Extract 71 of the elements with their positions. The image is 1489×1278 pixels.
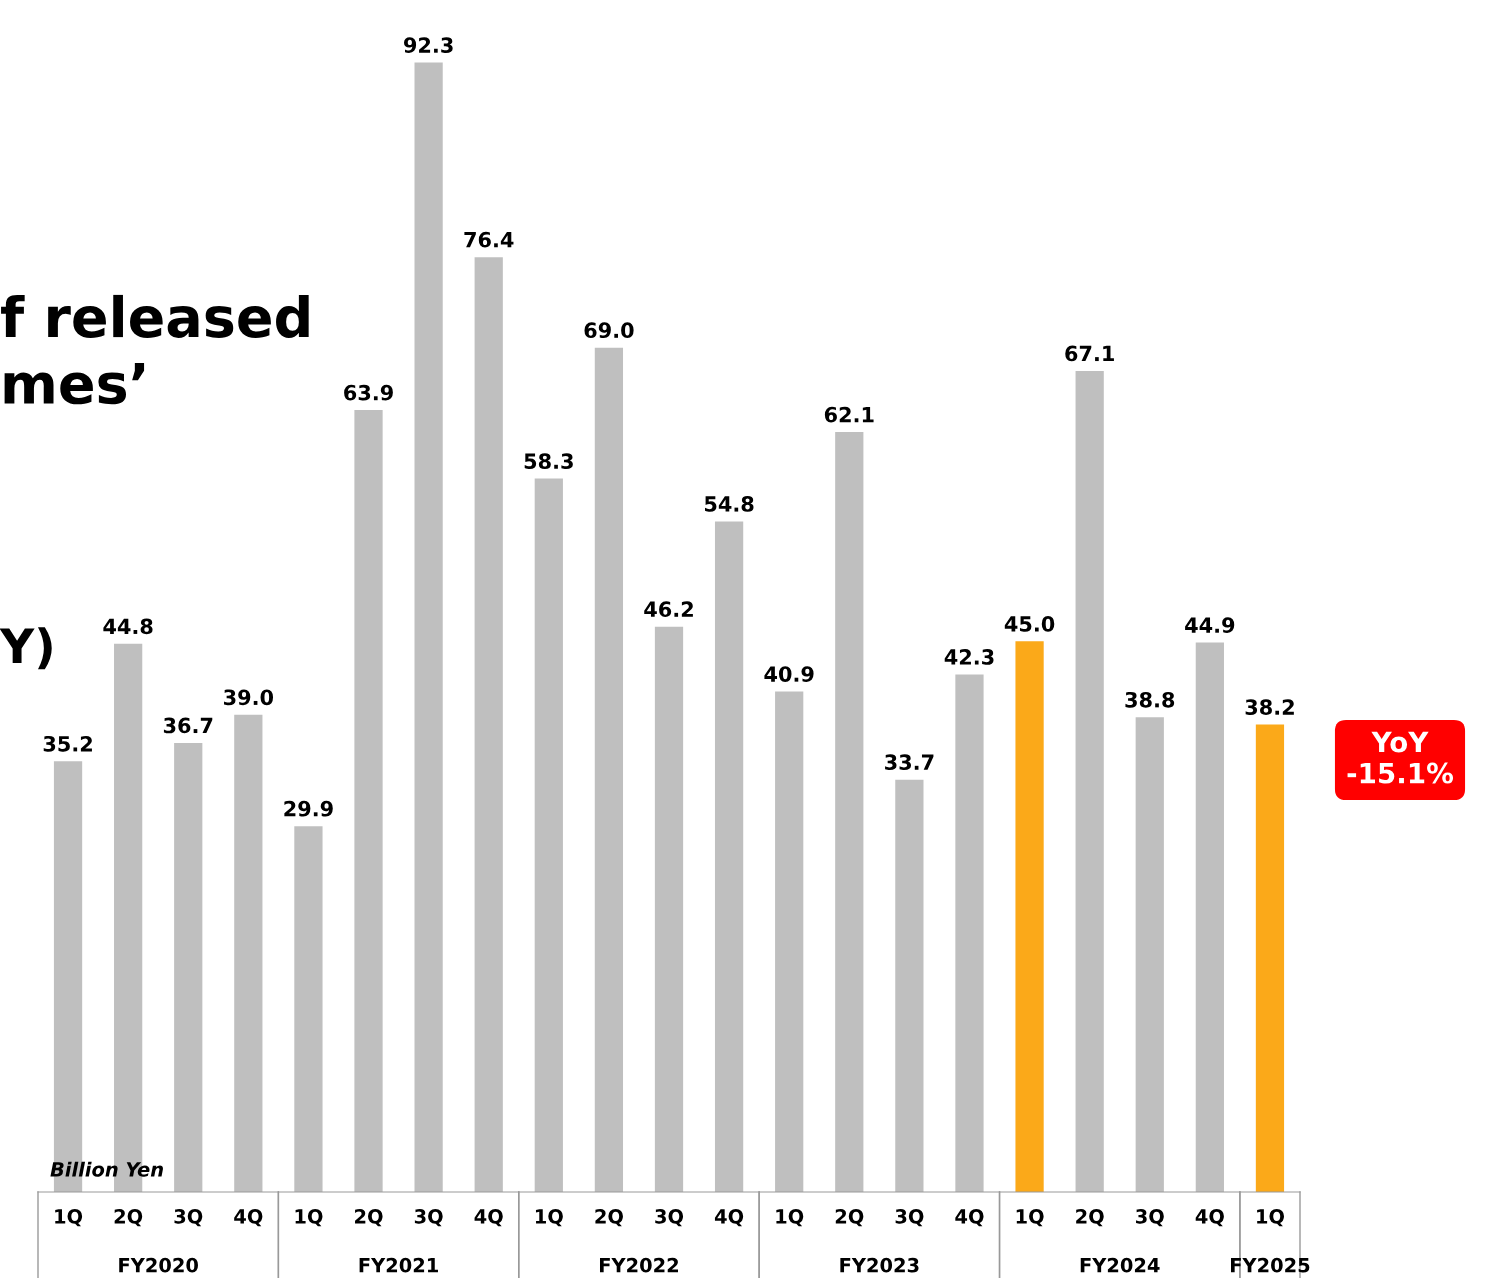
x-tick-label: 2Q	[1076, 1209, 1104, 1227]
text: FY2021	[359, 1257, 438, 1273]
annotation: Billion Yen	[50, 1161, 163, 1177]
bar	[835, 432, 864, 1192]
data-label: 45.0	[1004, 616, 1055, 632]
x-tick-label: 4Q	[234, 1209, 263, 1227]
x-tick-label: 3Q	[1136, 1209, 1164, 1227]
text: FY2025	[1231, 1257, 1310, 1273]
x-tick-label: 2Q	[355, 1209, 383, 1227]
data-label: 36.7	[163, 717, 213, 734]
data-label: 44.9	[1185, 617, 1235, 633]
text: FY2023	[840, 1257, 919, 1273]
annotation: Y)	[0, 627, 52, 670]
text: FY2022	[600, 1257, 678, 1273]
data-label: 67.1	[1065, 345, 1114, 362]
data-label: 62.1	[824, 406, 874, 423]
text: FY2024	[1080, 1257, 1160, 1273]
x-tick-label: 1Q	[295, 1209, 323, 1227]
text: YoY -15.1%	[1347, 731, 1454, 784]
bar	[895, 779, 924, 1192]
x-tick-label: 4Q	[474, 1209, 503, 1227]
bar	[1015, 641, 1044, 1192]
bar	[1195, 642, 1224, 1192]
bar	[414, 62, 443, 1192]
data-label: 33.7	[885, 754, 934, 771]
x-tick-label: 4Q	[955, 1209, 984, 1227]
x-tick-label: 4Q	[714, 1209, 744, 1227]
data-label: 92.3	[404, 37, 453, 53]
bar	[354, 410, 383, 1192]
x-tick-label: 3Q	[895, 1209, 924, 1227]
x-tick-label: 1Q	[1016, 1209, 1044, 1227]
data-label: 38.8	[1125, 691, 1175, 708]
data-label: 63.9	[344, 384, 393, 401]
data-label: 39.0	[224, 689, 274, 706]
data-label: 69.0	[584, 322, 634, 339]
bar	[534, 478, 563, 1192]
x-tick-label: 3Q	[414, 1209, 443, 1227]
bar	[174, 742, 203, 1192]
bar	[234, 714, 263, 1192]
data-label: 29.9	[284, 800, 333, 817]
x-tick-label: 2Q	[835, 1209, 864, 1227]
data-label: 38.2	[1245, 699, 1294, 715]
data-label: 46.2	[644, 601, 693, 618]
annotation: f released mes’	[1, 294, 309, 405]
bar	[474, 257, 503, 1192]
data-label: 40.9	[764, 666, 814, 682]
x-tick-label: 1Q	[776, 1209, 804, 1227]
x-tick-label: 1Q	[535, 1209, 563, 1227]
bar	[1075, 370, 1104, 1192]
bar	[775, 691, 804, 1192]
bar	[654, 626, 684, 1192]
data-label: 42.3	[944, 649, 994, 665]
bar	[294, 826, 323, 1192]
bar	[1255, 724, 1285, 1192]
x-tick-label: 4Q	[1195, 1209, 1224, 1227]
bar	[1135, 717, 1164, 1192]
data-label: 35.2	[43, 735, 92, 752]
x-tick-label: 2Q	[595, 1209, 623, 1227]
x-tick-label: 3Q	[655, 1209, 684, 1227]
bar	[594, 347, 624, 1192]
data-label: 44.8	[103, 618, 153, 635]
bar	[714, 521, 744, 1192]
x-tick-label: 1Q	[55, 1209, 83, 1227]
bar	[955, 674, 984, 1192]
x-tick-label: 3Q	[174, 1209, 203, 1227]
data-label: 76.4	[464, 231, 514, 248]
data-label: 54.8	[705, 496, 754, 512]
x-tick-label: 2Q	[114, 1209, 143, 1227]
x-tick-label: 1Q	[1257, 1209, 1284, 1227]
text: FY2020	[119, 1257, 198, 1273]
data-label: 58.3	[524, 453, 573, 470]
